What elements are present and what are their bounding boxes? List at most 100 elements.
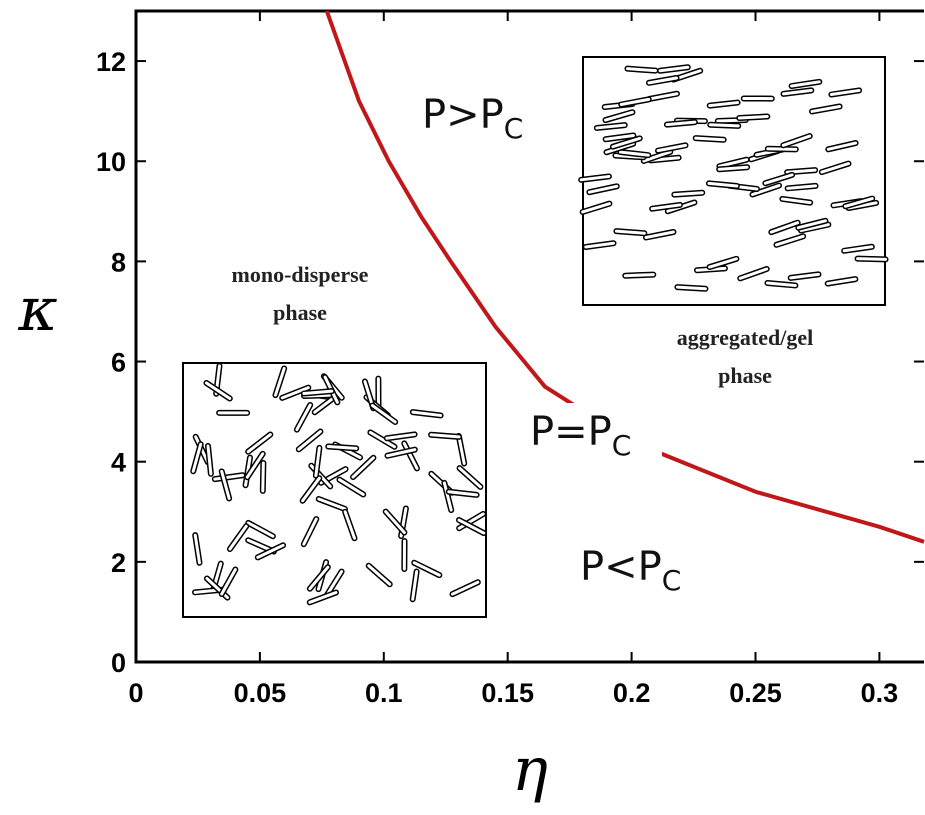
rod-core — [829, 88, 861, 97]
rod-core — [351, 456, 375, 479]
x-axis-label: η — [512, 735, 548, 805]
rod-core — [261, 461, 265, 493]
rod-core — [367, 564, 392, 586]
rod-core — [611, 136, 642, 149]
rod-core — [457, 434, 466, 465]
annotation: P<PC — [580, 544, 681, 597]
rod-core — [368, 430, 396, 449]
rod-core — [623, 273, 655, 278]
rod-core — [782, 88, 813, 96]
rod-core — [826, 277, 857, 286]
rod-core — [579, 174, 611, 182]
rod-core — [790, 80, 821, 88]
phase-label: phase — [718, 363, 772, 388]
y-tick-label: 6 — [111, 348, 126, 378]
rod-core — [314, 446, 321, 478]
phase-label: mono-disperse — [232, 262, 369, 287]
rod-core — [780, 197, 812, 205]
rod-core — [810, 104, 842, 113]
y-tick-label: 8 — [111, 247, 126, 277]
rod-core — [644, 230, 675, 239]
annotation-subscript: C — [612, 429, 632, 462]
rod-core — [820, 162, 851, 174]
rod-core — [308, 565, 330, 591]
rod-core — [789, 272, 820, 280]
rod-core — [786, 184, 818, 190]
rod-core — [665, 120, 697, 127]
x-tick-label: 0 — [128, 678, 143, 708]
rod-core — [384, 510, 406, 534]
rod-core — [717, 158, 749, 168]
x-tick-label: 0.1 — [365, 678, 403, 708]
y-tick-label: 10 — [96, 147, 126, 177]
rod-core — [457, 518, 486, 535]
rod-core — [245, 452, 265, 479]
y-axis-label: κ — [17, 275, 57, 345]
y-tick-label: 12 — [96, 47, 126, 77]
phase-label: phase — [273, 300, 327, 325]
rod-core — [766, 147, 798, 151]
rod-core — [193, 533, 201, 565]
rod-core — [774, 234, 805, 247]
inset-rods — [190, 64, 889, 606]
rod-core — [708, 123, 740, 128]
rod-core — [658, 65, 690, 73]
rod-core — [781, 134, 812, 147]
rod-core — [650, 203, 682, 211]
rod-core — [297, 430, 322, 451]
rod-core — [856, 257, 888, 261]
annotation-text: P=P — [530, 409, 612, 455]
rod-core — [280, 386, 310, 400]
rod-core — [847, 201, 878, 210]
x-tick-label: 0.05 — [234, 678, 287, 708]
rod-core — [411, 570, 419, 601]
annotation: P=PC — [530, 409, 631, 462]
rod-core — [717, 165, 749, 171]
rod-core — [763, 173, 794, 185]
rod-core — [457, 512, 485, 530]
rod-core — [843, 197, 874, 208]
rod-core — [325, 570, 344, 597]
rod-core — [799, 223, 830, 232]
rod-core — [343, 510, 357, 540]
rod-core — [603, 110, 634, 122]
rod-core — [246, 521, 275, 538]
rod-core — [738, 267, 769, 280]
rod-core — [581, 202, 611, 214]
rod-core — [301, 476, 321, 503]
rod-core — [647, 92, 679, 101]
rod-core — [385, 432, 417, 440]
rod-core — [213, 473, 245, 481]
rod-core — [647, 76, 679, 85]
rod-core — [191, 442, 203, 473]
y-tick-label: 0 — [111, 648, 126, 678]
axes-frame — [134, 9, 924, 664]
x-tick-label: 0.15 — [481, 678, 534, 708]
annotation-subscript: C — [504, 112, 524, 145]
rod-core — [785, 168, 817, 174]
rod-core — [708, 257, 738, 269]
annotation-subscript: C — [662, 564, 682, 597]
rod-core — [656, 143, 688, 153]
rod-core — [672, 191, 704, 197]
rod-core — [220, 568, 237, 596]
rod-core — [302, 517, 318, 546]
y-tick-label: 4 — [111, 448, 126, 478]
y-tick-label: 2 — [111, 548, 126, 578]
rod-core — [402, 441, 419, 470]
rod-core — [295, 403, 312, 432]
rod-core — [412, 561, 441, 577]
rod-core — [675, 285, 707, 291]
rod-core — [750, 184, 781, 196]
rod-core — [584, 241, 616, 249]
rod-core — [326, 444, 358, 450]
rod-core — [450, 580, 480, 596]
rod-core — [308, 591, 338, 604]
annotation-text: P<P — [580, 544, 662, 590]
phase-label: aggregated/gel — [677, 325, 813, 350]
rod-core — [605, 142, 635, 154]
rod-core — [442, 481, 453, 512]
rod-core — [796, 219, 827, 230]
rod-core — [826, 141, 858, 151]
